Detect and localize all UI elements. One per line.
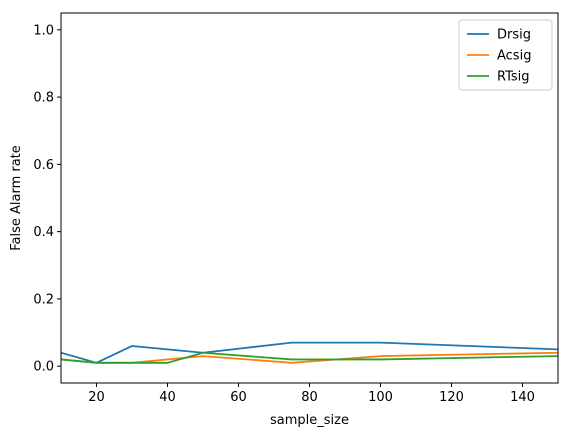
legend: Drsig Acsig RTsig [458,19,553,91]
y-tick-label: 0.4 [33,225,54,240]
x-tick-label: 100 [368,390,393,405]
series-line-drsig [61,341,558,364]
series-layer [61,341,558,364]
series-line-rtsig [61,351,558,364]
x-tick-label: 60 [230,390,247,405]
legend-label-rtsig: RTsig [497,70,530,85]
x-tick-label: 40 [159,390,176,405]
y-tick-label: 0.2 [33,292,54,307]
y-tick-label: 1.0 [33,23,54,38]
x-axis-ticks: 20 40 60 80 100 120 140 [88,383,535,405]
x-tick-label: 120 [439,390,464,405]
legend-box [458,19,553,91]
y-tick-label: 0.6 [33,158,54,173]
y-tick-label: 0.0 [33,360,54,375]
x-axis-label: sample_size [270,413,349,428]
x-tick-label: 140 [510,390,535,405]
legend-label-drsig: Drsig [497,28,531,43]
y-axis-label: False Alarm rate [9,145,24,251]
y-tick-label: 0.8 [33,91,54,106]
x-tick-label: 20 [88,390,105,405]
y-axis-ticks: 0.0 0.2 0.4 0.6 0.8 1.0 [33,23,61,375]
legend-label-acsig: Acsig [497,49,531,64]
x-tick-label: 80 [301,390,318,405]
